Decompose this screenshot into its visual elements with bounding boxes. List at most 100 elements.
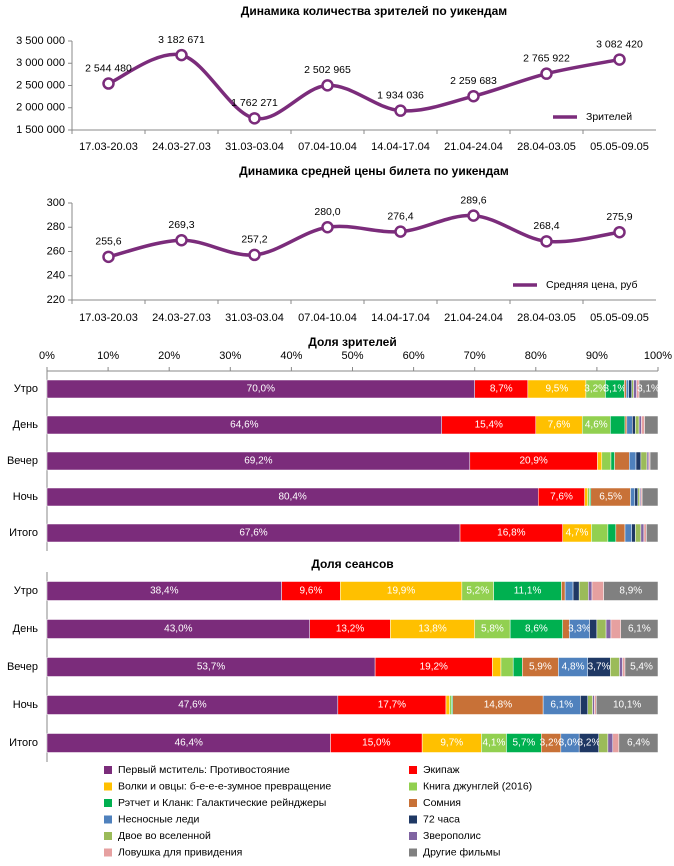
x-tick-label: 28.04-03.05 — [517, 141, 576, 153]
x-tick-label: 14.04-17.04 — [371, 141, 430, 153]
x-tick-label: 07.04-10.04 — [298, 141, 357, 153]
data-label: 9,5% — [545, 384, 568, 395]
legend-swatch — [409, 766, 417, 774]
bar-segment — [589, 619, 598, 639]
y-tick-label: Ночь — [13, 491, 39, 503]
data-label: 17,7% — [378, 700, 406, 711]
bar-segment — [640, 523, 645, 543]
bar-segment — [591, 581, 604, 601]
y-tick-label: Итого — [9, 527, 38, 539]
data-label: 14,8% — [484, 700, 512, 711]
bar-segment — [626, 415, 633, 435]
bar-segment — [646, 523, 659, 543]
y-tick-label: 3 500 000 — [16, 35, 65, 47]
y-tick-label: 2 000 000 — [16, 102, 65, 114]
bar-segment — [629, 451, 637, 471]
y-tick-label: 220 — [47, 294, 65, 306]
bar-segment — [619, 657, 623, 677]
point — [248, 112, 261, 125]
y-tick-label: 1 500 000 — [16, 124, 65, 136]
x-tick-label: 24.03-27.03 — [152, 141, 211, 153]
bar-segment — [638, 415, 642, 435]
data-label: 2 544 480 — [85, 62, 132, 74]
x-tick-label: 17.03-20.03 — [79, 141, 138, 153]
data-label: 3,7% — [588, 662, 611, 673]
y-tick-label: Вечер — [7, 455, 38, 467]
x-tick-label: 80% — [525, 350, 547, 362]
bar-segment — [610, 619, 621, 639]
bar-segment — [445, 695, 450, 715]
legend-label: Сомния — [423, 797, 461, 809]
point — [248, 248, 261, 262]
bar-segment — [620, 619, 659, 639]
point — [467, 209, 480, 222]
legend-swatch — [104, 782, 112, 791]
y-tick-label: 2 500 000 — [16, 79, 65, 91]
x-tick-label: 14.04-17.04 — [371, 312, 430, 324]
bar-segment — [587, 695, 593, 715]
legend-swatch — [409, 815, 417, 824]
data-label: 1 934 036 — [377, 89, 424, 101]
data-label: 20,9% — [519, 456, 547, 467]
bar-segment — [561, 581, 566, 601]
bar-segment — [610, 451, 615, 471]
bar-segment — [634, 487, 639, 507]
bar-segment — [596, 619, 607, 639]
data-label: 7,6% — [550, 492, 573, 503]
data-label: 11,1% — [514, 586, 542, 597]
data-label: 9,7% — [440, 738, 463, 749]
data-label: 5,2% — [466, 586, 489, 597]
legend-swatch — [104, 848, 112, 857]
x-tick-label: 60% — [403, 350, 425, 362]
bar-segment — [644, 415, 659, 435]
data-label: 5,9% — [529, 662, 552, 673]
y-tick-label: 3 000 000 — [16, 57, 65, 69]
bar-segment — [564, 581, 574, 601]
x-tick-label: 20% — [158, 350, 180, 362]
point — [540, 235, 553, 248]
x-tick-label: 90% — [586, 350, 608, 362]
x-tick-label: 21.04-24.04 — [444, 141, 503, 153]
y-tick-label: Вечер — [7, 661, 38, 673]
legend-swatch — [104, 799, 112, 807]
bar-segment — [618, 733, 659, 753]
bar-segment — [628, 379, 632, 399]
legend-label: Несносные леди — [118, 813, 200, 825]
bar-segment — [624, 415, 628, 435]
point — [467, 89, 480, 103]
point — [613, 225, 626, 239]
data-label: 8,7% — [490, 384, 513, 395]
legend-label: Другие фильмы — [423, 846, 500, 858]
data-label: 275,9 — [606, 211, 632, 223]
data-label: 80,4% — [278, 492, 306, 503]
data-label: 46,4% — [175, 738, 203, 749]
x-tick-label: 05.05-09.05 — [590, 312, 649, 324]
data-label: 3,2% — [578, 738, 601, 749]
data-label: 2 765 922 — [523, 52, 570, 64]
bar-segment — [597, 451, 603, 471]
bar-segment — [584, 487, 588, 507]
bar-segment — [607, 523, 617, 543]
data-label: 10,1% — [613, 700, 641, 711]
bar-segment — [592, 695, 595, 715]
bar-segment — [624, 379, 627, 399]
data-label: 276,4 — [387, 210, 413, 222]
legend-label: Зрителей — [586, 111, 632, 123]
bar-segment — [601, 451, 612, 471]
legend-label: Двое во вселенной — [118, 830, 211, 842]
legend-label: Зверополис — [423, 830, 481, 842]
x-tick-label: 50% — [341, 350, 363, 362]
bar-segment — [587, 487, 590, 507]
bar-segment — [596, 695, 659, 715]
x-tick-label: 30% — [219, 350, 241, 362]
bar-segment — [635, 415, 640, 435]
legend-label: Волки и овцы: б-е-е-е-зумное превращение — [118, 780, 331, 792]
x-tick-label: 17.03-20.03 — [79, 312, 138, 324]
bar-segment — [449, 695, 452, 715]
data-label: 6,4% — [627, 738, 650, 749]
data-label: 7,6% — [548, 420, 571, 431]
legend-swatch — [409, 832, 417, 840]
data-label: 3,1% — [604, 384, 627, 395]
point — [102, 250, 115, 264]
bar-segment — [638, 379, 659, 399]
